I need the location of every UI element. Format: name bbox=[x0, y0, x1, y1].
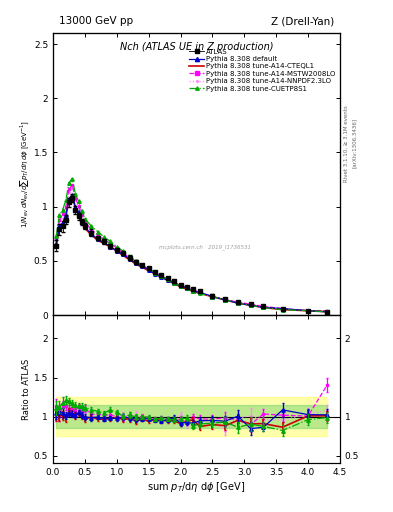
X-axis label: sum $p_T$/d$\eta$ d$\phi$ [GeV]: sum $p_T$/d$\eta$ d$\phi$ [GeV] bbox=[147, 480, 246, 494]
Text: 13000 GeV pp: 13000 GeV pp bbox=[59, 16, 133, 26]
Y-axis label: $1/N_\mathrm{ev}\;dN_\mathrm{ev}/d\!\sum p_T/d\eta\,d\phi\;[\mathrm{GeV}^{-1}]$: $1/N_\mathrm{ev}\;dN_\mathrm{ev}/d\!\sum… bbox=[18, 120, 31, 228]
Text: Z (Drell-Yan): Z (Drell-Yan) bbox=[271, 16, 334, 26]
Text: [arXiv:1306.3436]: [arXiv:1306.3436] bbox=[352, 118, 357, 168]
Y-axis label: Ratio to ATLAS: Ratio to ATLAS bbox=[22, 358, 31, 420]
Text: Nch (ATLAS UE in Z production): Nch (ATLAS UE in Z production) bbox=[120, 42, 273, 52]
Legend: ATLAS, Pythia 8.308 default, Pythia 8.308 tune-A14-CTEQL1, Pythia 8.308 tune-A14: ATLAS, Pythia 8.308 default, Pythia 8.30… bbox=[188, 48, 336, 92]
Text: mcplots.cern.ch   2019_I1736531: mcplots.cern.ch 2019_I1736531 bbox=[159, 245, 251, 250]
Text: Rivet 3.1.10, ≥ 3.1M events: Rivet 3.1.10, ≥ 3.1M events bbox=[344, 105, 349, 182]
